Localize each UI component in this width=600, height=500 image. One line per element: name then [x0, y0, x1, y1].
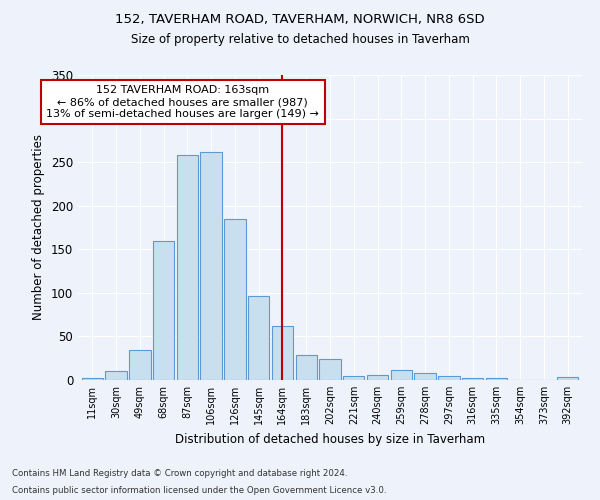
- Bar: [438, 376, 460, 380]
- Text: 152, TAVERHAM ROAD, TAVERHAM, NORWICH, NR8 6SD: 152, TAVERHAM ROAD, TAVERHAM, NORWICH, N…: [115, 12, 485, 26]
- Bar: [176, 155, 198, 380]
- Bar: [82, 378, 103, 380]
- Bar: [129, 350, 151, 380]
- Bar: [319, 359, 341, 380]
- Bar: [106, 372, 127, 380]
- Bar: [462, 378, 484, 380]
- Bar: [557, 378, 578, 380]
- Bar: [272, 326, 293, 380]
- Y-axis label: Number of detached properties: Number of detached properties: [32, 134, 46, 320]
- Text: Contains HM Land Registry data © Crown copyright and database right 2024.: Contains HM Land Registry data © Crown c…: [12, 468, 347, 477]
- Bar: [391, 370, 412, 380]
- Bar: [296, 354, 317, 380]
- Bar: [343, 376, 364, 380]
- Bar: [248, 296, 269, 380]
- X-axis label: Distribution of detached houses by size in Taverham: Distribution of detached houses by size …: [175, 432, 485, 446]
- Bar: [486, 378, 507, 380]
- Bar: [367, 375, 388, 380]
- Bar: [200, 152, 222, 380]
- Bar: [415, 373, 436, 380]
- Bar: [224, 219, 245, 380]
- Bar: [153, 240, 174, 380]
- Text: 152 TAVERHAM ROAD: 163sqm
← 86% of detached houses are smaller (987)
13% of semi: 152 TAVERHAM ROAD: 163sqm ← 86% of detac…: [46, 86, 319, 118]
- Text: Contains public sector information licensed under the Open Government Licence v3: Contains public sector information licen…: [12, 486, 386, 495]
- Text: Size of property relative to detached houses in Taverham: Size of property relative to detached ho…: [131, 32, 469, 46]
